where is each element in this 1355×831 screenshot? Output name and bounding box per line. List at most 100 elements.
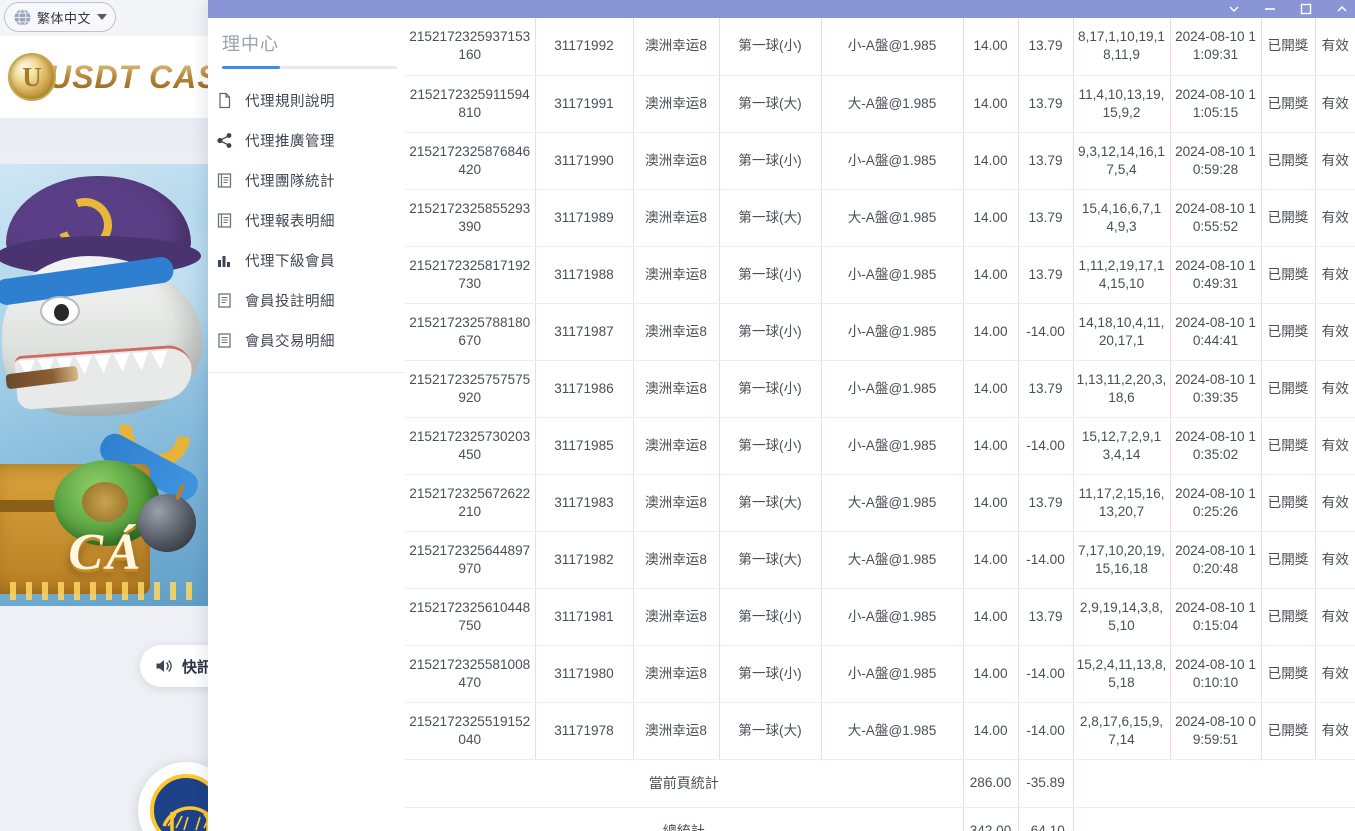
table-row[interactable]: 2152172325519152040 31171978 澳洲幸运8 第一球(大) 大-… [405,702,1355,760]
cell-result: 15,2,4,11,13,8,5,18 [1073,645,1171,703]
cell-profit: -14.00 [1018,417,1074,475]
cell-profit: 13.79 [1018,75,1074,133]
cell-amount: 14.00 [963,702,1019,760]
sidebar-item-sub-members[interactable]: 代理下級會員 [208,240,405,280]
cell-result: 2,8,17,6,15,9,7,14 [1073,702,1171,760]
cell-odds: 小-A盤@1.985 [821,18,964,76]
promo-banner[interactable]: CÁ [0,164,212,606]
table-row[interactable]: 2152172325911594810 31171991 澳洲幸运8 第一球(大) 大-… [405,75,1355,133]
cell-odds: 小-A盤@1.985 [821,303,964,361]
cell-time: 2024-08-10 10:20:48 [1170,531,1262,589]
table-row[interactable]: 2152172325672622210 31171983 澳洲幸运8 第一球(大) 大-… [405,474,1355,532]
cell-result: 9,3,12,14,16,17,5,4 [1073,132,1171,190]
summary-profit: -64.10 [1018,807,1074,831]
chart-bar-icon [216,252,233,269]
cell-issue: 31171991 [535,75,634,133]
cell-result: 11,4,10,13,19,15,9,2 [1073,75,1171,133]
cell-status: 已開獎 [1261,417,1316,475]
cell-odds: 小-A盤@1.985 [821,645,964,703]
speaker-icon [154,656,174,676]
cell-play: 第一球(大) [719,189,822,247]
sidebar-item-member-transactions[interactable]: 會員交易明細 [208,320,405,360]
table-row[interactable]: 2152172325876846420 31171990 澳洲幸运8 第一球(小) 小-… [405,132,1355,190]
summary-blank [1073,807,1355,831]
cell-play: 第一球(小) [719,303,822,361]
document-icon [216,92,233,109]
table-row[interactable]: 2152172325757575920 31171986 澳洲幸运8 第一球(小) 小-… [405,360,1355,418]
table-row[interactable]: 2152172325855293390 31171989 澳洲幸运8 第一球(大) 大-… [405,189,1355,247]
table-row[interactable]: 2152172325581008470 31171980 澳洲幸运8 第一球(小) 小-… [405,645,1355,703]
sidebar-item-member-bets[interactable]: 會員投註明細 [208,280,405,320]
report-icon [216,172,233,189]
cell-valid: 有效 [1315,702,1355,760]
table-row[interactable]: 2152172325788180670 31171987 澳洲幸运8 第一球(小) 小-… [405,303,1355,361]
maximize-icon[interactable] [1299,2,1313,16]
cell-play: 第一球(小) [719,360,822,418]
sidebar-divider [208,372,405,373]
sidebar-item-label: 代理規則說明 [245,93,335,110]
cell-issue: 31171981 [535,588,634,646]
sidebar-item-label: 代理報表明細 [245,213,335,230]
cell-status: 已開獎 [1261,132,1316,190]
cell-profit: -14.00 [1018,531,1074,589]
globe-icon [13,8,32,27]
sidebar-item-agent-report[interactable]: 代理報表明細 [208,200,405,240]
cell-time: 2024-08-10 10:59:28 [1170,132,1262,190]
cell-time: 2024-08-10 10:49:31 [1170,246,1262,304]
sidebar-item-promotion[interactable]: 代理推廣管理 [208,120,405,160]
cell-odds: 小-A盤@1.985 [821,360,964,418]
cell-order_no: 2152172325644897970 [405,531,536,589]
sidebar-item-label: 代理推廣管理 [245,133,335,150]
cell-order_no: 2152172325817192730 [405,246,536,304]
cell-play: 第一球(小) [719,18,822,76]
list-icon [216,292,233,309]
cell-amount: 14.00 [963,417,1019,475]
table-row[interactable]: 2152172325610448750 31171981 澳洲幸运8 第一球(小) 小-… [405,588,1355,646]
cell-time: 2024-08-10 10:44:41 [1170,303,1262,361]
cell-odds: 大-A盤@1.985 [821,531,964,589]
window-titlebar[interactable] [208,0,1355,18]
table-row[interactable]: 2152172325730203450 31171985 澳洲幸运8 第一球(小) 小-… [405,417,1355,475]
cell-odds: 小-A盤@1.985 [821,246,964,304]
cell-amount: 14.00 [963,189,1019,247]
cell-amount: 14.00 [963,588,1019,646]
sidebar-menu: 代理規則說明 代理推廣管理 [208,80,405,360]
cell-status: 已開獎 [1261,474,1316,532]
cell-valid: 有效 [1315,132,1355,190]
table-row[interactable]: 2152172325817192730 31171988 澳洲幸运8 第一球(小) 小-… [405,246,1355,304]
language-selector[interactable]: 繁体中文 [4,2,116,32]
cell-game: 澳洲幸运8 [633,531,720,589]
cell-time: 2024-08-10 09:59:51 [1170,702,1262,760]
sidebar-item-agent-rules[interactable]: 代理規則說明 [208,80,405,120]
cell-status: 已開獎 [1261,645,1316,703]
cell-issue: 31171978 [535,702,634,760]
table-row[interactable]: 2152172325644897970 31171982 澳洲幸运8 第一球(大) 大-… [405,531,1355,589]
bet-records-table-container[interactable]: 2152172325937153160 31171992 澳洲幸运8 第一球(小) 小-… [405,18,1355,831]
list-icon [216,332,233,349]
chevron-down-icon[interactable] [1227,2,1241,16]
cell-status: 已開獎 [1261,588,1316,646]
cell-game: 澳洲幸运8 [633,588,720,646]
cell-issue: 31171987 [535,303,634,361]
minimize-icon[interactable] [1263,2,1277,16]
summary-amount: 286.00 [963,759,1019,808]
cell-valid: 有效 [1315,531,1355,589]
cell-valid: 有效 [1315,18,1355,76]
cell-issue: 31171985 [535,417,634,475]
cell-profit: -14.00 [1018,645,1074,703]
cell-amount: 14.00 [963,75,1019,133]
cell-profit: -14.00 [1018,303,1074,361]
sidebar-item-team-stats[interactable]: 代理團隊統計 [208,160,405,200]
cell-result: 15,12,7,2,9,13,4,14 [1073,417,1171,475]
cell-time: 2024-08-10 10:10:10 [1170,645,1262,703]
page-title: 理中心 [222,34,279,54]
cell-game: 澳洲幸运8 [633,75,720,133]
table-row[interactable]: 2152172325937153160 31171992 澳洲幸运8 第一球(小) 小-… [405,18,1355,76]
summary-row: 總統計 342.00 -64.10 [405,807,1355,831]
cell-game: 澳洲幸运8 [633,246,720,304]
cell-status: 已開獎 [1261,75,1316,133]
cell-odds: 大-A盤@1.985 [821,75,964,133]
cell-order_no: 2152172325730203450 [405,417,536,475]
cell-amount: 14.00 [963,474,1019,532]
close-icon[interactable] [1335,2,1349,16]
